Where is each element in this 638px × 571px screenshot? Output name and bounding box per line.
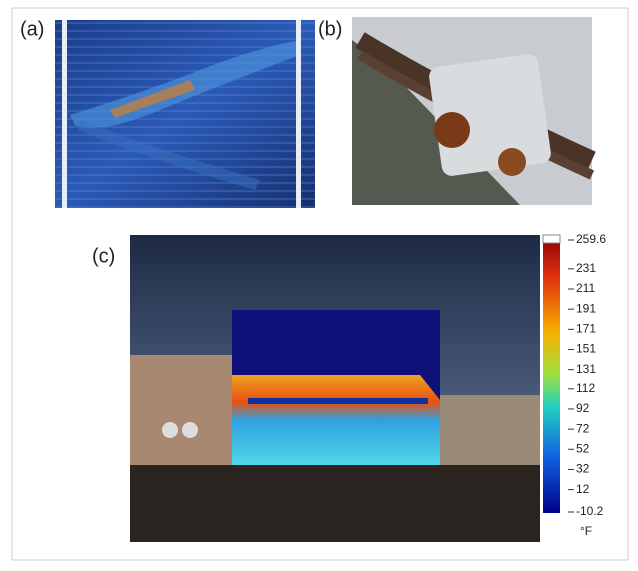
photo-a bbox=[55, 20, 315, 208]
photo-c bbox=[130, 235, 540, 542]
colorbar-tick-label: 72 bbox=[576, 421, 590, 435]
colorbar-tick-label: 231 bbox=[576, 261, 596, 275]
colorbar-tick-label: 151 bbox=[576, 342, 596, 356]
colorbar bbox=[543, 235, 560, 513]
panel-label: (b) bbox=[318, 18, 342, 40]
colorbar-tick-label: -10.2 bbox=[576, 504, 604, 518]
colorbar-tick-label: 12 bbox=[576, 482, 590, 496]
colorbar-tick-label: 171 bbox=[576, 321, 596, 335]
colorbar-tick-label: 112 bbox=[576, 381, 595, 395]
colorbar-tick-label: 92 bbox=[576, 401, 590, 415]
colorbar-tick-label: 131 bbox=[576, 362, 596, 376]
panel-label: (c) bbox=[92, 245, 115, 267]
panel-label: (a) bbox=[20, 18, 44, 40]
photo-b bbox=[352, 17, 592, 205]
figure: (a) (b) (c) °F 259.6 231 211 191 171 151 131 11… bbox=[0, 0, 638, 566]
colorbar-tick-label: 52 bbox=[576, 441, 590, 455]
colorbar-tick-label: 211 bbox=[576, 281, 595, 295]
colorbar-tick-label: 191 bbox=[576, 301, 596, 315]
colorbar-tick-label: 32 bbox=[576, 462, 590, 476]
colorbar-tick-label: 259.6 bbox=[576, 232, 606, 246]
colorbar-unit: °F bbox=[580, 524, 592, 538]
